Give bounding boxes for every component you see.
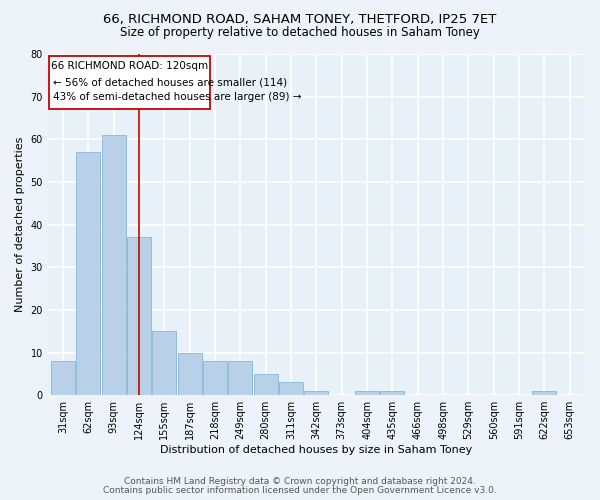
Bar bbox=[203, 361, 227, 395]
Text: Contains public sector information licensed under the Open Government Licence v3: Contains public sector information licen… bbox=[103, 486, 497, 495]
Text: ← 56% of detached houses are smaller (114): ← 56% of detached houses are smaller (11… bbox=[53, 78, 287, 88]
X-axis label: Distribution of detached houses by size in Saham Toney: Distribution of detached houses by size … bbox=[160, 445, 473, 455]
Bar bbox=[76, 152, 100, 395]
Bar bbox=[51, 361, 75, 395]
Text: 66 RICHMOND ROAD: 120sqm: 66 RICHMOND ROAD: 120sqm bbox=[51, 62, 208, 72]
Bar bbox=[127, 238, 151, 395]
Bar bbox=[380, 391, 404, 395]
Bar bbox=[152, 331, 176, 395]
Text: 43% of semi-detached houses are larger (89) →: 43% of semi-detached houses are larger (… bbox=[53, 92, 301, 102]
Text: Size of property relative to detached houses in Saham Toney: Size of property relative to detached ho… bbox=[120, 26, 480, 39]
Y-axis label: Number of detached properties: Number of detached properties bbox=[15, 137, 25, 312]
Bar bbox=[532, 391, 556, 395]
Bar bbox=[254, 374, 278, 395]
Bar bbox=[279, 382, 303, 395]
Bar bbox=[304, 391, 328, 395]
Text: 66, RICHMOND ROAD, SAHAM TONEY, THETFORD, IP25 7ET: 66, RICHMOND ROAD, SAHAM TONEY, THETFORD… bbox=[103, 12, 497, 26]
FancyBboxPatch shape bbox=[49, 56, 210, 110]
Bar bbox=[178, 352, 202, 395]
Bar bbox=[229, 361, 253, 395]
Bar bbox=[101, 135, 126, 395]
Bar bbox=[355, 391, 379, 395]
Text: Contains HM Land Registry data © Crown copyright and database right 2024.: Contains HM Land Registry data © Crown c… bbox=[124, 477, 476, 486]
